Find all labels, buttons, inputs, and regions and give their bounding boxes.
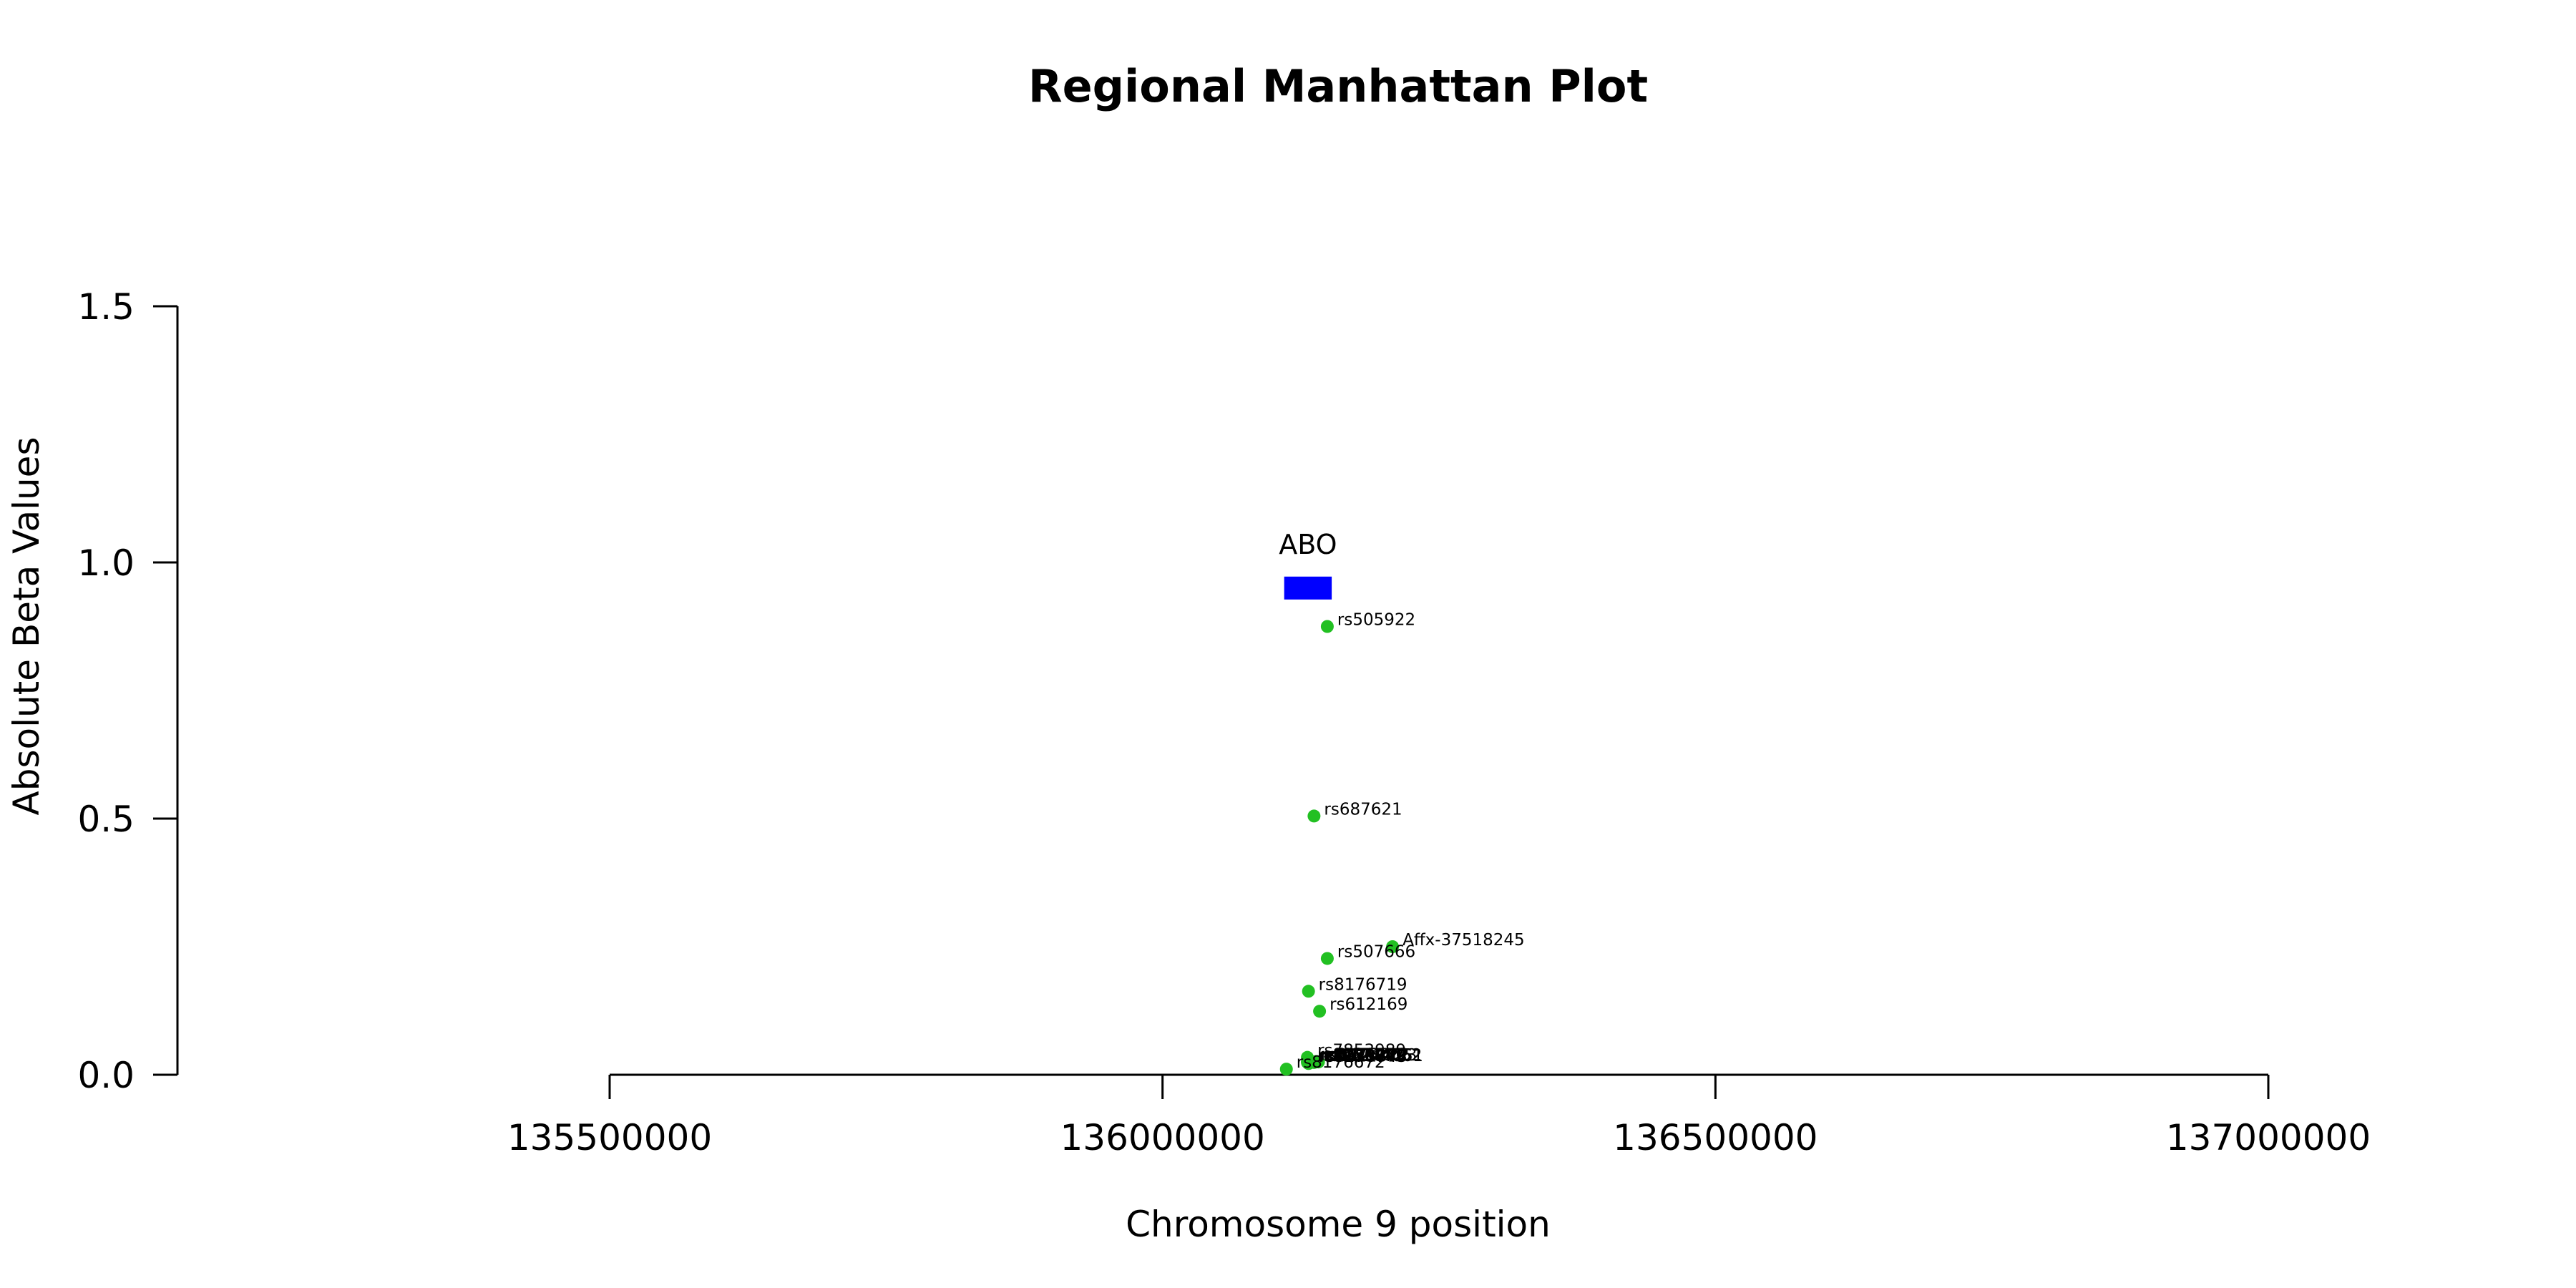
snp-point <box>1279 1063 1293 1076</box>
snp-label: rs657152 <box>1326 1045 1404 1064</box>
snp-label: rs2519093 <box>1329 1046 1418 1065</box>
snp-label: rs7853989 <box>1317 1042 1406 1060</box>
chart-title: Regional Manhattan Plot <box>1028 60 1648 112</box>
snp-point <box>1307 809 1321 823</box>
snp-point <box>1320 952 1334 965</box>
x-tick-label: 136500000 <box>1613 1117 1818 1158</box>
y-axis-label: Absolute Beta Values <box>6 437 47 816</box>
x-tick-label: 137000000 <box>2166 1117 2371 1158</box>
snp-label: rs8176722 <box>1321 1045 1410 1064</box>
x-axis-label: Chromosome 9 position <box>1126 1204 1551 1245</box>
x-tick-label: 135500000 <box>507 1117 712 1158</box>
snp-label: rs505922 <box>1337 611 1415 630</box>
snp-label: rs11244061 <box>1324 1047 1423 1065</box>
gene-box <box>1284 576 1332 600</box>
y-tick-label: 0.5 <box>77 799 135 840</box>
snp-label: rs8176672 <box>1297 1053 1385 1072</box>
y-tick-label: 1.5 <box>77 286 135 328</box>
snp-label: rs8176746 <box>1317 1045 1406 1064</box>
y-tick-label: 1.0 <box>77 542 135 584</box>
snp-label: rs612169 <box>1330 995 1407 1014</box>
gene-label: ABO <box>1279 529 1337 560</box>
snp-label: rs8176749 <box>1317 1047 1406 1065</box>
snp-point <box>1320 620 1334 633</box>
y-tick-label: 0.0 <box>77 1055 135 1096</box>
snp-label: rs8176743 <box>1319 1048 1407 1066</box>
snp-label: rs687621 <box>1324 800 1402 819</box>
snp-point <box>1302 985 1315 998</box>
snp-label: rs507666 <box>1337 942 1415 961</box>
x-tick-label: 136000000 <box>1060 1117 1265 1158</box>
gene-track: ABO <box>1279 529 1337 600</box>
x-axis: 135500000 136000000 136500000 137000000 <box>507 1073 2371 1158</box>
snp-label: rs11244052 <box>1323 1046 1423 1065</box>
snp-point <box>1313 1005 1327 1018</box>
snp-label: rs9411377 <box>1319 1048 1408 1066</box>
y-axis: 0.0 0.5 1.0 1.5 <box>77 286 179 1096</box>
snp-point <box>1309 1055 1323 1068</box>
data-points <box>1279 620 1400 1076</box>
snp-point <box>1386 940 1400 953</box>
snp-label: rs1053878 <box>1319 1048 1407 1066</box>
snp-label: rs8176719 <box>1319 975 1407 994</box>
snp-label: Affx-37518245 <box>1402 931 1525 950</box>
